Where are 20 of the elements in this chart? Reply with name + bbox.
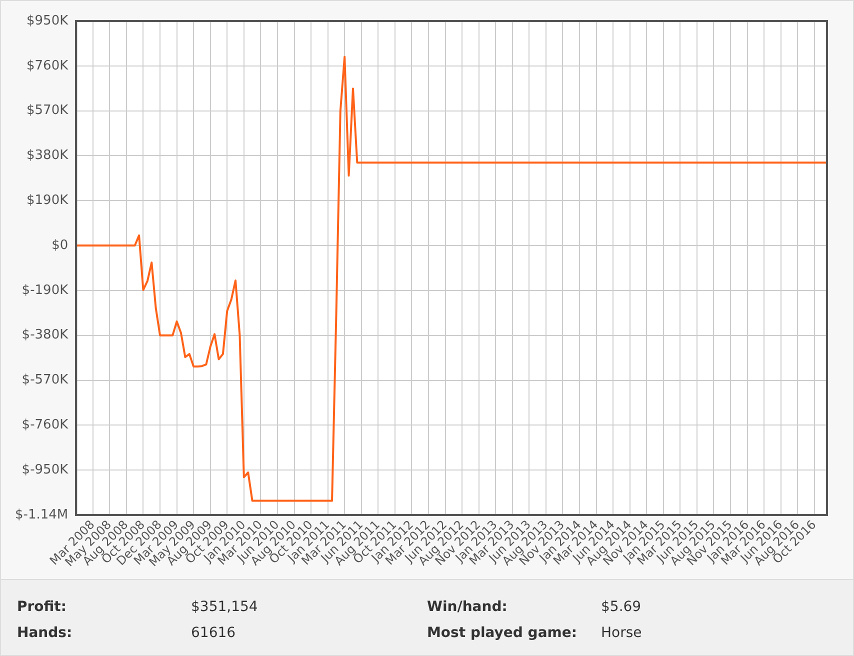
text: 61616: [190, 624, 237, 643]
text: Profit:: [16, 598, 68, 617]
y-tick-label: $190K: [26, 193, 69, 208]
text: $5.69: [600, 598, 642, 617]
y-tick-label: $0: [52, 238, 68, 253]
y-tick-label: $570K: [26, 103, 69, 118]
y-tick-label: $-190K: [22, 282, 69, 298]
text: Horse: [600, 624, 643, 643]
y-tick-label: $-380K: [22, 328, 69, 343]
y-tick-label: $-1.14M: [15, 507, 68, 522]
text: Hands:: [16, 624, 74, 643]
y-tick-label: $950K: [26, 13, 69, 28]
y-tick-label: $-950K: [22, 462, 69, 478]
y-tick-label: $-570K: [22, 372, 69, 388]
text: Win/hand:: [426, 598, 508, 617]
y-tick-label: $-760K: [22, 418, 69, 433]
y-tick-label: $380K: [26, 148, 69, 164]
text: Most played game:: [426, 624, 578, 643]
y-tick-label: $760K: [26, 58, 69, 74]
text: $351,154: [190, 598, 259, 617]
